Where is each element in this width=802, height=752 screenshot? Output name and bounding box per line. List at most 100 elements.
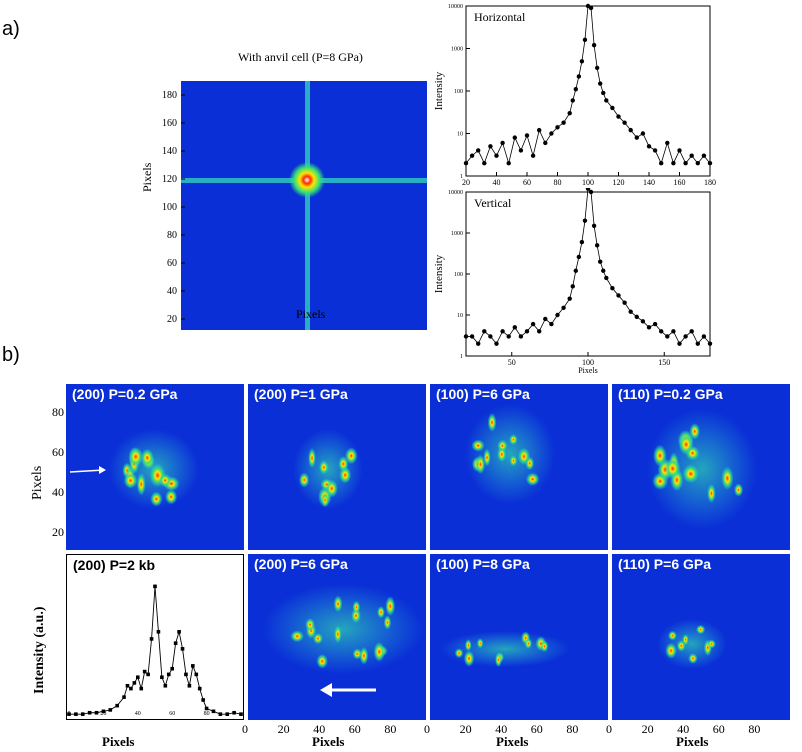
map-title: With anvil cell (P=8 GPa) <box>238 50 363 64</box>
map-ytick-label: 160 <box>162 118 177 129</box>
ytick-label: 10 <box>457 132 463 138</box>
data-point <box>218 712 223 716</box>
ytick-label: 10000 <box>448 4 463 10</box>
data-point <box>628 309 633 314</box>
data-point <box>101 709 106 714</box>
data-point <box>469 334 475 339</box>
data-point <box>153 584 157 589</box>
panel-title-6: (100) P=8 GPa <box>436 556 530 572</box>
heatmap-panel-1: (200) P=0.2 GPa <box>66 384 244 550</box>
data-point <box>80 712 85 716</box>
data-point <box>628 127 633 133</box>
data-point <box>616 293 621 298</box>
data-point <box>122 695 126 699</box>
data-point <box>646 325 652 330</box>
data-point <box>622 300 627 305</box>
data-point <box>588 189 594 195</box>
map-ytick-label: 180 <box>162 90 177 101</box>
heatmap-panel-5: (200) P=6 GPa <box>248 554 426 720</box>
profile-title: Horizontal <box>474 10 526 24</box>
data-point <box>129 686 133 691</box>
xtick-label: 160 <box>674 178 686 187</box>
xtick-label: 100 <box>582 358 594 367</box>
data-point <box>640 131 646 136</box>
data-point <box>622 120 627 125</box>
data-point <box>604 275 609 281</box>
data-point <box>695 161 700 166</box>
data-point <box>149 637 154 641</box>
data-point <box>588 5 594 11</box>
grid-xlabel-2: Pixels <box>312 734 345 749</box>
data-point <box>610 105 615 111</box>
data-point <box>573 87 578 92</box>
grid-ytick-labels: 80 60 40 20 <box>46 402 64 542</box>
data-point <box>173 641 178 645</box>
data-point <box>87 710 92 715</box>
heatmap-panel-7: (110) P=6 GPa <box>612 554 790 720</box>
data-point <box>488 144 493 149</box>
plot-frame <box>465 5 711 177</box>
grid-xtick-label: 20 <box>459 722 472 736</box>
lineplot-xtick-label: 60 <box>169 711 175 717</box>
data-point <box>537 127 542 133</box>
data-point <box>524 133 530 138</box>
data-point <box>570 98 575 103</box>
data-point <box>476 341 481 346</box>
map-xlabel: Pixels <box>296 307 326 321</box>
data-point <box>115 703 119 708</box>
xtick-label: 120 <box>613 178 625 187</box>
data-point <box>146 672 150 677</box>
profile-line <box>466 188 711 345</box>
grid-xtick-label: 0 <box>242 722 248 736</box>
data-point <box>494 341 499 346</box>
data-point <box>476 148 481 153</box>
data-point <box>601 90 606 96</box>
grid-xtick-label: 60 <box>712 722 725 736</box>
xtick-label: 180 <box>704 178 716 187</box>
data-point <box>677 148 682 153</box>
data-point <box>555 312 560 318</box>
data-point <box>194 672 199 677</box>
data-point <box>677 341 682 346</box>
map-beam-spot <box>289 162 325 198</box>
profile-xlabel: Pixels <box>578 366 598 375</box>
data-point <box>579 239 585 245</box>
grid-xtick-label: 40 <box>495 722 508 736</box>
data-point <box>576 254 582 260</box>
data-point <box>518 148 524 153</box>
data-point <box>582 37 588 43</box>
data-point <box>166 672 171 677</box>
grid-ytick: 40 <box>52 485 64 499</box>
data-point <box>180 647 185 651</box>
lineplot-xtick-label: 40 <box>135 711 141 717</box>
data-point <box>594 243 600 248</box>
data-point <box>524 329 530 334</box>
grid-xtick-label: 20 <box>277 722 290 736</box>
data-point <box>543 316 548 322</box>
horizontal-profile-chart: 10000 1000 100 10 120 40 60 80 100 120 140 160 180 Ho… <box>433 3 716 187</box>
data-point <box>598 81 603 86</box>
data-point <box>549 131 554 136</box>
data-point <box>701 153 707 158</box>
panel-title-3: (100) P=6 GPa <box>436 386 530 402</box>
data-point <box>549 321 554 327</box>
panel-title-2: (200) P=1 GPa <box>254 386 348 402</box>
data-point <box>494 153 499 158</box>
panel-title-1: (200) P=0.2 GPa <box>72 386 178 402</box>
xtick-label: 150 <box>658 358 670 367</box>
grid-xlabel-3: Pixels <box>496 734 529 749</box>
data-point <box>594 65 600 71</box>
grid-ytick: 20 <box>52 525 64 539</box>
data-point <box>567 296 572 301</box>
data-point <box>463 334 469 339</box>
data-point <box>646 144 652 149</box>
data-point <box>156 630 161 634</box>
data-point <box>567 111 572 116</box>
grid-xtick-label: 20 <box>641 722 654 736</box>
ytick-label: 1 <box>460 354 463 360</box>
data-point <box>482 161 487 166</box>
data-point <box>170 666 174 671</box>
data-point <box>616 114 621 119</box>
xtick-label: 50 <box>508 358 516 367</box>
data-point <box>652 148 658 153</box>
